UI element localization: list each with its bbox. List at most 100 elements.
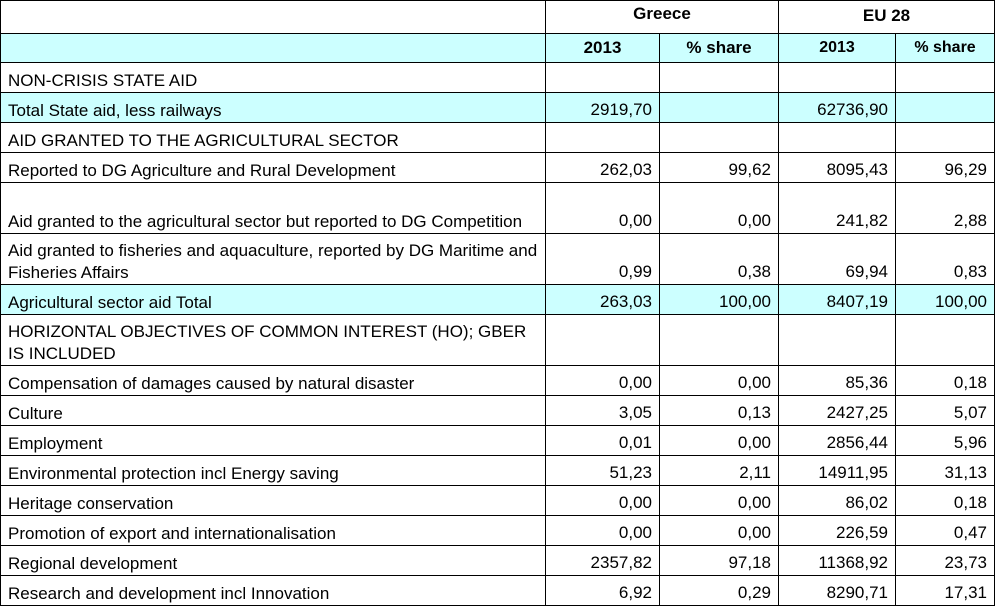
greece-share: 0,29 — [658, 575, 780, 606]
eu-value: 86,02 — [778, 485, 897, 516]
greece-share: 100,00 — [658, 284, 780, 315]
header-blank-cell — [0, 0, 546, 34]
greece-value — [545, 62, 660, 93]
header-eu28: EU 28 — [778, 0, 995, 34]
greece-share: 0,00 — [658, 365, 780, 396]
greece-value: 3,05 — [545, 395, 660, 426]
greece-share: 0,00 — [658, 182, 780, 234]
eu-share: 5,07 — [895, 395, 995, 426]
eu-share: 2,88 — [895, 182, 995, 234]
greece-share: 97,18 — [658, 545, 780, 576]
greece-value — [545, 122, 660, 153]
row-label: Aid granted to fisheries and aquaculture… — [0, 233, 546, 285]
table-row: NON-CRISIS STATE AID — [0, 62, 995, 93]
row-label: Environmental protection incl Energy sav… — [0, 455, 546, 486]
eu-value: 8095,43 — [778, 152, 897, 183]
eu-value: 226,59 — [778, 515, 897, 546]
greece-value: 0,00 — [545, 515, 660, 546]
greece-value: 2357,82 — [545, 545, 660, 576]
greece-share: 0,00 — [658, 425, 780, 456]
eu-value: 69,94 — [778, 233, 897, 285]
eu-share: 96,29 — [895, 152, 995, 183]
eu-value: 241,82 — [778, 182, 897, 234]
table-row: Agricultural sector aid Total 263,03 100,0… — [0, 284, 995, 315]
row-label: Employment — [0, 425, 546, 456]
row-label: HORIZONTAL OBJECTIVES OF COMMON INTEREST… — [0, 314, 546, 366]
greece-value: 6,92 — [545, 575, 660, 606]
eu-value — [778, 62, 897, 93]
eu-value — [778, 122, 897, 153]
eu-share: 17,31 — [895, 575, 995, 606]
greece-value: 262,03 — [545, 152, 660, 183]
greece-share: 0,00 — [658, 485, 780, 516]
eu-value: 2427,25 — [778, 395, 897, 426]
table-row: Aid granted to fisheries and aquaculture… — [0, 233, 995, 285]
row-label: Research and development incl Innovation — [0, 575, 546, 606]
eu-share: 31,13 — [895, 455, 995, 486]
greece-share: 2,11 — [658, 455, 780, 486]
row-label: Promotion of export and internationalisa… — [0, 515, 546, 546]
table-row: Heritage conservation 0,00 0,00 86,02 0,18 — [0, 485, 995, 516]
greece-share — [658, 92, 780, 123]
greece-share: 0,38 — [658, 233, 780, 285]
row-label: Total State aid, less railways — [0, 92, 546, 123]
row-label: Culture — [0, 395, 546, 426]
eu-share: 0,18 — [895, 365, 995, 396]
row-label: Compensation of damages caused by natura… — [0, 365, 546, 396]
table-row: Reported to DG Agriculture and Rural Dev… — [0, 152, 995, 183]
greece-value: 0,00 — [545, 182, 660, 234]
eu-value — [778, 314, 897, 366]
greece-value — [545, 314, 660, 366]
eu-share — [895, 122, 995, 153]
eu-share — [895, 314, 995, 366]
eu-share — [895, 62, 995, 93]
eu-share: 0,18 — [895, 485, 995, 516]
greece-value: 0,00 — [545, 485, 660, 516]
eu-value: 62736,90 — [778, 92, 897, 123]
row-label: Aid granted to the agricultural sector b… — [0, 182, 546, 234]
eu-share: 100,00 — [895, 284, 995, 315]
header-row-countries: Greece EU 28 — [0, 0, 995, 34]
eu-share: 23,73 — [895, 545, 995, 576]
greece-value: 2919,70 — [545, 92, 660, 123]
header-eu-year: 2013 — [778, 33, 897, 63]
eu-share: 5,96 — [895, 425, 995, 456]
eu-value: 8290,71 — [778, 575, 897, 606]
row-label: Regional development — [0, 545, 546, 576]
header-greece-share: % share — [658, 33, 780, 63]
table-row: Compensation of damages caused by natura… — [0, 365, 995, 396]
greece-share: 0,13 — [658, 395, 780, 426]
table-row: HORIZONTAL OBJECTIVES OF COMMON INTEREST… — [0, 314, 995, 366]
row-label: Reported to DG Agriculture and Rural Dev… — [0, 152, 546, 183]
header-greece-year: 2013 — [545, 33, 660, 63]
greece-share — [658, 314, 780, 366]
row-label: Heritage conservation — [0, 485, 546, 516]
row-label: Agricultural sector aid Total — [0, 284, 546, 315]
table-row: Aid granted to the agricultural sector b… — [0, 182, 995, 234]
table-row: Employment 0,01 0,00 2856,44 5,96 — [0, 425, 995, 456]
greece-value: 51,23 — [545, 455, 660, 486]
table-row: Promotion of export and internationalisa… — [0, 515, 995, 546]
greece-value: 0,00 — [545, 365, 660, 396]
greece-value: 0,99 — [545, 233, 660, 285]
greece-value: 263,03 — [545, 284, 660, 315]
header-eu-share: % share — [895, 33, 995, 63]
greece-share: 0,00 — [658, 515, 780, 546]
eu-share: 0,47 — [895, 515, 995, 546]
row-label: AID GRANTED TO THE AGRICULTURAL SECTOR — [0, 122, 546, 153]
table-row: Regional development 2357,82 97,18 11368,92… — [0, 545, 995, 576]
eu-value: 11368,92 — [778, 545, 897, 576]
eu-value: 8407,19 — [778, 284, 897, 315]
table-row: AID GRANTED TO THE AGRICULTURAL SECTOR — [0, 122, 995, 153]
row-label: NON-CRISIS STATE AID — [0, 62, 546, 93]
eu-value: 14911,95 — [778, 455, 897, 486]
table-row: Environmental protection incl Energy sav… — [0, 455, 995, 486]
eu-share: 0,83 — [895, 233, 995, 285]
table-row: Culture 3,05 0,13 2427,25 5,07 — [0, 395, 995, 426]
eu-value: 2856,44 — [778, 425, 897, 456]
greece-value: 0,01 — [545, 425, 660, 456]
eu-value: 85,36 — [778, 365, 897, 396]
header-row-subcolumns: 2013 % share 2013 % share — [0, 33, 995, 63]
header-greece: Greece — [544, 0, 780, 34]
